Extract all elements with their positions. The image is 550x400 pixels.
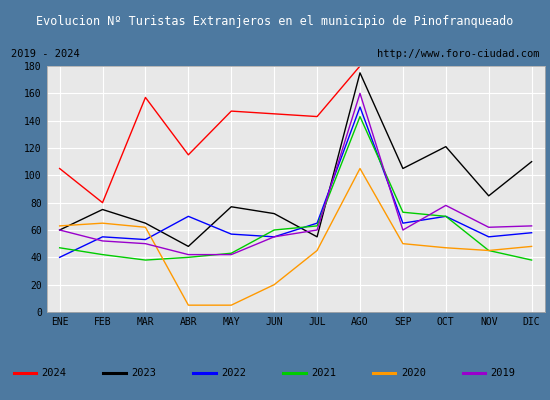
Text: 2023: 2023 xyxy=(131,368,156,378)
Text: http://www.foro-ciudad.com: http://www.foro-ciudad.com xyxy=(377,49,539,59)
Text: 2024: 2024 xyxy=(41,368,67,378)
Text: Evolucion Nº Turistas Extranjeros en el municipio de Pinofranqueado: Evolucion Nº Turistas Extranjeros en el … xyxy=(36,15,514,28)
Text: 2019 - 2024: 2019 - 2024 xyxy=(11,49,80,59)
Text: 2019: 2019 xyxy=(491,368,515,378)
Text: 2021: 2021 xyxy=(311,368,336,378)
Text: 2020: 2020 xyxy=(401,368,426,378)
Text: 2022: 2022 xyxy=(221,368,246,378)
